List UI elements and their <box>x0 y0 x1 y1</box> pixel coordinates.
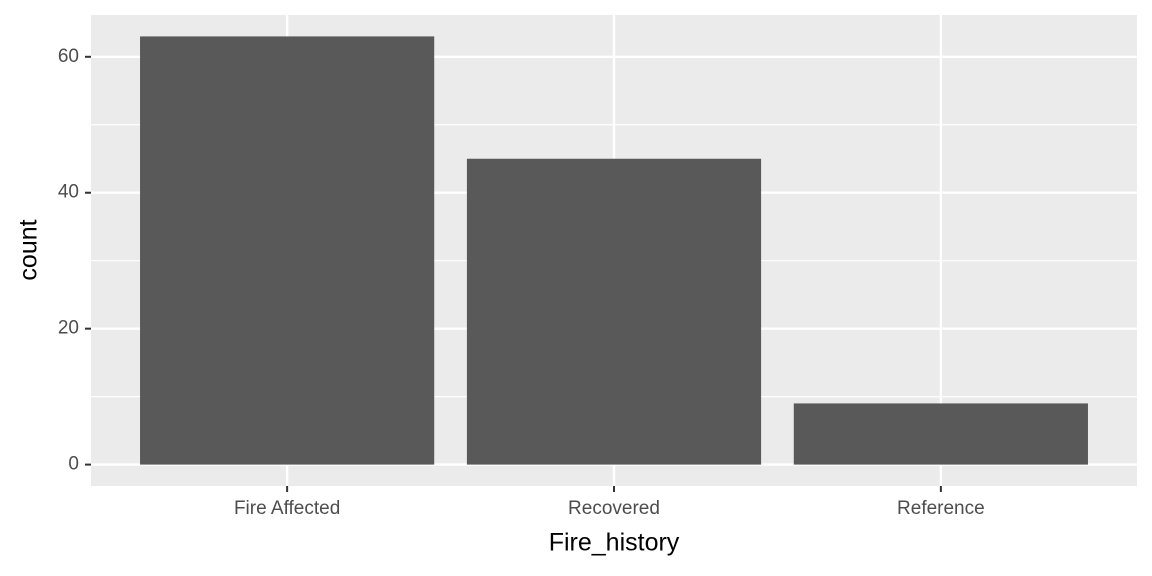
y-tick-label: 20 <box>58 318 79 339</box>
marks <box>140 36 1088 465</box>
x-tick-label: Fire Affected <box>234 498 340 519</box>
bar <box>140 36 435 465</box>
bar <box>466 158 762 465</box>
y-tick-label: 0 <box>68 454 79 475</box>
y-axis-title: count <box>15 219 43 280</box>
y-tick-label: 40 <box>58 182 79 203</box>
x-tick-label: Recovered <box>568 498 660 519</box>
x-tick-label: Reference <box>897 498 985 519</box>
bar <box>793 403 1088 465</box>
y-tick-label: 60 <box>58 46 79 67</box>
x-axis-title: Fire_history <box>549 529 680 557</box>
